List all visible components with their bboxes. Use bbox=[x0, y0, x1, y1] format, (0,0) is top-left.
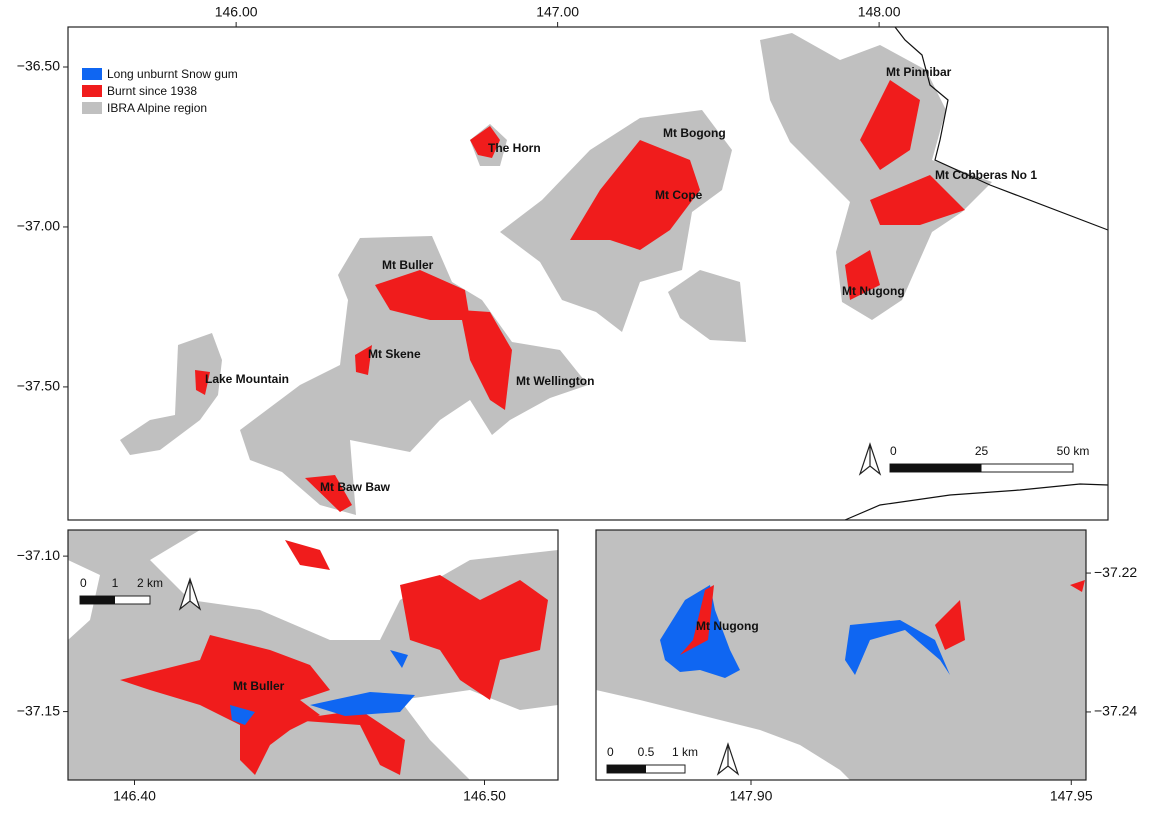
place-label: Lake Mountain bbox=[205, 372, 289, 386]
legend-label: Burnt since 1938 bbox=[107, 84, 197, 98]
inset-nugong-frame bbox=[595, 529, 1087, 781]
legend-swatch bbox=[82, 102, 102, 114]
scale-label: 0.5 bbox=[638, 745, 655, 759]
scale-label: 0 bbox=[607, 745, 614, 759]
place-label: The Horn bbox=[488, 141, 541, 155]
scale-bar-fill bbox=[80, 596, 115, 604]
legend-swatch bbox=[82, 85, 102, 97]
legend-swatch bbox=[82, 68, 102, 80]
x-tick-label: 147.00 bbox=[536, 4, 579, 20]
y-tick-label: −36.50 bbox=[17, 58, 60, 74]
x-tick-label: 146.40 bbox=[113, 788, 156, 804]
place-label: Mt Wellington bbox=[516, 374, 594, 388]
scale-label: 1 bbox=[112, 576, 119, 590]
scale-label: 1 km bbox=[672, 745, 698, 759]
legend-label: IBRA Alpine region bbox=[107, 101, 207, 115]
x-tick-label: 146.50 bbox=[463, 788, 506, 804]
place-label: Mt Cope bbox=[655, 188, 703, 202]
place-label: Mt Bogong bbox=[663, 126, 726, 140]
y-tick-label: −37.00 bbox=[17, 218, 60, 234]
x-tick-label: 146.00 bbox=[215, 4, 258, 20]
scale-label: 0 bbox=[890, 444, 897, 458]
place-label: Mt Buller bbox=[233, 679, 285, 693]
place-label: Mt Pinnibar bbox=[886, 65, 952, 79]
place-label: Mt Skene bbox=[368, 347, 421, 361]
place-label: Mt Buller bbox=[382, 258, 434, 272]
y-tick-label: −37.24 bbox=[1094, 703, 1137, 719]
x-tick-label: 147.90 bbox=[730, 788, 773, 804]
main-map-shapes bbox=[67, 26, 1109, 521]
place-label: Mt Nugong bbox=[842, 284, 905, 298]
inset-buller-shapes bbox=[68, 530, 558, 780]
north-arrow bbox=[716, 742, 740, 776]
inset-buller-frame bbox=[67, 529, 559, 781]
x-tick-label: 148.00 bbox=[858, 4, 901, 20]
place-label: Mt Nugong bbox=[696, 619, 759, 633]
scale-label: 25 bbox=[975, 444, 989, 458]
place-label: Mt Cobberas No 1 bbox=[935, 168, 1037, 182]
inset-nugong-shapes bbox=[596, 530, 1086, 780]
legend-label: Long unburnt Snow gum bbox=[107, 67, 238, 81]
x-tick-label: 147.95 bbox=[1050, 788, 1093, 804]
north-arrow bbox=[178, 577, 202, 611]
y-tick-label: −37.15 bbox=[17, 702, 60, 718]
place-label: Mt Baw Baw bbox=[320, 480, 391, 494]
scale-label: 0 bbox=[80, 576, 87, 590]
y-tick-label: −37.22 bbox=[1094, 564, 1137, 580]
y-tick-label: −37.10 bbox=[17, 547, 60, 563]
scale-label: 2 km bbox=[137, 576, 163, 590]
north-arrow bbox=[858, 442, 882, 476]
y-tick-label: −37.50 bbox=[17, 378, 60, 394]
scale-bar-fill bbox=[890, 464, 982, 472]
scale-label: 50 km bbox=[1057, 444, 1090, 458]
scale-bar-fill bbox=[607, 765, 646, 773]
